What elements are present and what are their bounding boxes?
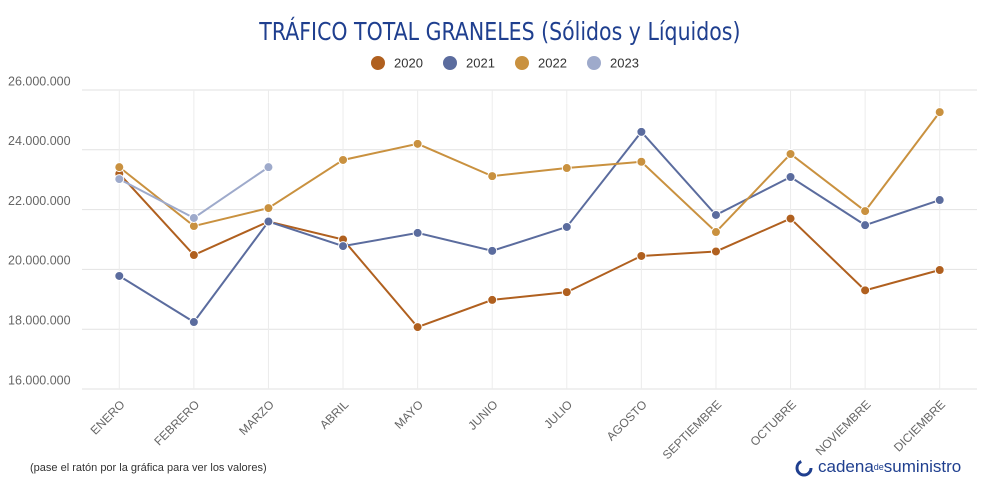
data-point (934, 195, 945, 206)
y-tick-label: 16.000.000 (8, 373, 71, 387)
data-point (412, 227, 423, 238)
x-tick-label: FEBRERO (151, 397, 202, 448)
data-point (860, 206, 871, 217)
data-point (263, 162, 274, 173)
data-point (487, 171, 498, 182)
legend: 2020 2021 2022 2023 (371, 55, 639, 70)
series-line (118, 130, 941, 324)
data-point (710, 209, 721, 220)
logo-icon (795, 459, 813, 477)
x-tick-label: ENERO (88, 397, 128, 437)
data-point (785, 172, 796, 183)
data-point (487, 245, 498, 256)
legend-label: 2021 (466, 55, 495, 70)
data-point (710, 246, 721, 257)
data-point (934, 107, 945, 118)
legend-swatch (587, 56, 601, 70)
data-point (860, 285, 871, 296)
data-point (338, 154, 349, 165)
x-tick-label: SEPTIEMBRE (660, 397, 725, 462)
x-tick-label: AGOSTO (604, 397, 650, 443)
logo-text: cadenadesuministro (818, 457, 961, 476)
data-point (636, 156, 647, 167)
y-tick-label: 18.000.000 (8, 313, 71, 327)
logo: cadenadesuministro (795, 457, 961, 477)
chart-title: TRÁFICO TOTAL GRANELES (Sólidos y Líquid… (258, 16, 740, 47)
data-point (114, 162, 125, 173)
data-point (487, 294, 498, 305)
data-point (860, 220, 871, 231)
x-tick-label: NOVIEMBRE (813, 397, 874, 458)
data-point (710, 227, 721, 238)
y-tick-label: 22.000.000 (8, 194, 71, 208)
data-point (785, 148, 796, 159)
legend-label: 2020 (394, 55, 423, 70)
legend-label: 2023 (610, 55, 639, 70)
x-tick-label: DICIEMBRE (891, 397, 948, 454)
logo-part: cadena (818, 457, 874, 476)
data-point (263, 216, 274, 227)
legend-swatch (443, 56, 457, 70)
y-tick-label: 26.000.000 (8, 74, 71, 88)
data-point (561, 221, 572, 232)
y-tick-label: 20.000.000 (8, 254, 71, 268)
x-tick-label: ABRIL (317, 397, 352, 432)
data-point (785, 213, 796, 224)
data-point (188, 317, 199, 328)
x-tick-label: MARZO (236, 397, 277, 438)
logo-part: suministro (884, 457, 961, 476)
data-point (561, 163, 572, 174)
series-line (118, 111, 941, 234)
x-tick-label: MAYO (392, 397, 426, 431)
data-point (636, 126, 647, 137)
data-point (412, 138, 423, 149)
data-point (114, 270, 125, 281)
data-point (412, 322, 423, 333)
data-point (114, 174, 125, 185)
legend-label: 2022 (538, 55, 567, 70)
data-point (338, 241, 349, 252)
y-tick-label: 24.000.000 (8, 134, 71, 148)
data-point (934, 264, 945, 275)
legend-swatch (371, 56, 385, 70)
data-point (561, 287, 572, 298)
data-point (636, 250, 647, 261)
series-line (118, 173, 940, 329)
logo-part: de (874, 462, 884, 472)
note: (pase el ratón por la gráfica para ver l… (30, 462, 267, 474)
data-point (188, 250, 199, 261)
x-tick-label: OCTUBRE (748, 397, 799, 448)
legend-swatch (515, 56, 529, 70)
x-tick-label: JULIO (541, 397, 575, 431)
data-point (263, 203, 274, 214)
data-point (188, 212, 199, 223)
x-tick-label: JUNIO (465, 397, 500, 432)
